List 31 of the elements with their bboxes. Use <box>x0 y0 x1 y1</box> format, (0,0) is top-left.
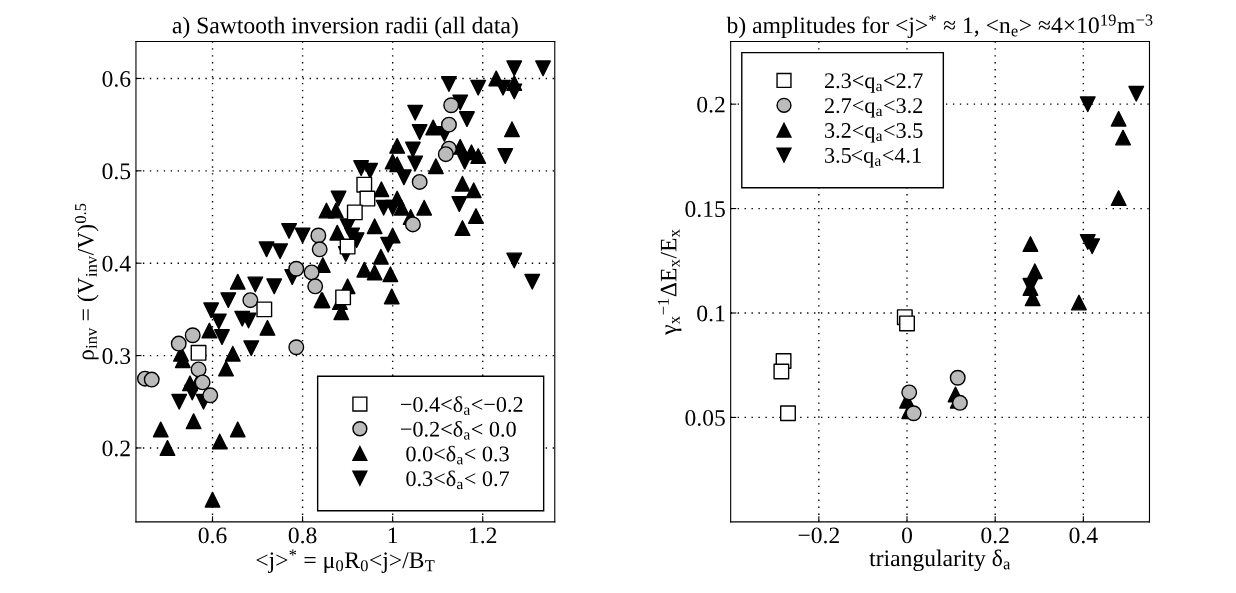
legend-label: −0.4<δ$_{a}$<−0.2 <box>400 396 523 415</box>
x-tick-label: 0.8 <box>288 527 317 544</box>
legend-label: 2.7<q$_{a}$<3.2 <box>824 98 923 118</box>
y-tick-label: 0.4 <box>102 255 131 272</box>
y-tick-label: 0.6 <box>102 70 131 87</box>
y-axis-title: γ$_{x}$$^{−1}$ΔE$_{x}$/E$_{x}$ <box>657 229 682 335</box>
x-axis-title: <j>$^{*}$ = μ$_{0}$R$_{0}$<j>/B$_{T}$ <box>256 549 435 573</box>
y-tick-label: 0.3 <box>102 348 131 365</box>
chart-title: b) amplitudes for <j>$^{*}$ ≈ 1, <n$_{e}$> ≈4×10$^{19}$m$^{−3}$ <box>726 14 1153 39</box>
y-tick-label: 0.05 <box>685 409 725 426</box>
x-tick-label: 0.2 <box>981 527 1009 544</box>
y-tick-label: 0.2 <box>102 440 130 457</box>
x-tick-label: 0.6 <box>198 527 227 544</box>
x-tick-label: 0.4 <box>1069 527 1098 544</box>
legend-label: 0.0<δ$_{a}$< 0.3 <box>406 445 509 465</box>
y-tick-label: 0.1 <box>697 305 725 322</box>
x-axis-title: triangularity δ$_{a}$ <box>869 549 1011 572</box>
x-tick-label: −0.2 <box>798 527 839 544</box>
y-tick-label: 0.15 <box>685 201 725 218</box>
legend-label: 2.3<q$_{a}$<2.7 <box>824 73 923 93</box>
y-axis-title: ρ$_{inv}$ = (V$_{inv}$/V)$^{0.5}$ <box>74 203 99 360</box>
legend-label: −0.2<δ$_{a}$< 0.0 <box>400 420 516 440</box>
legend-label: 0.3<δ$_{a}$< 0.7 <box>406 470 510 490</box>
chart-title: a) Sawtooth inversion radii (all data) <box>172 16 518 39</box>
legend-label: 3.5<q$_{a}$<4.1 <box>825 147 921 168</box>
y-tick-label: 0.5 <box>102 163 131 180</box>
x-tick-label: 1 <box>388 527 398 544</box>
legend-label: 3.2<q$_{a}$<3.5 <box>825 123 923 143</box>
x-tick-label: 1.2 <box>470 527 497 544</box>
x-tick-label: 0 <box>902 527 913 544</box>
y-tick-label: 0.2 <box>697 96 725 113</box>
